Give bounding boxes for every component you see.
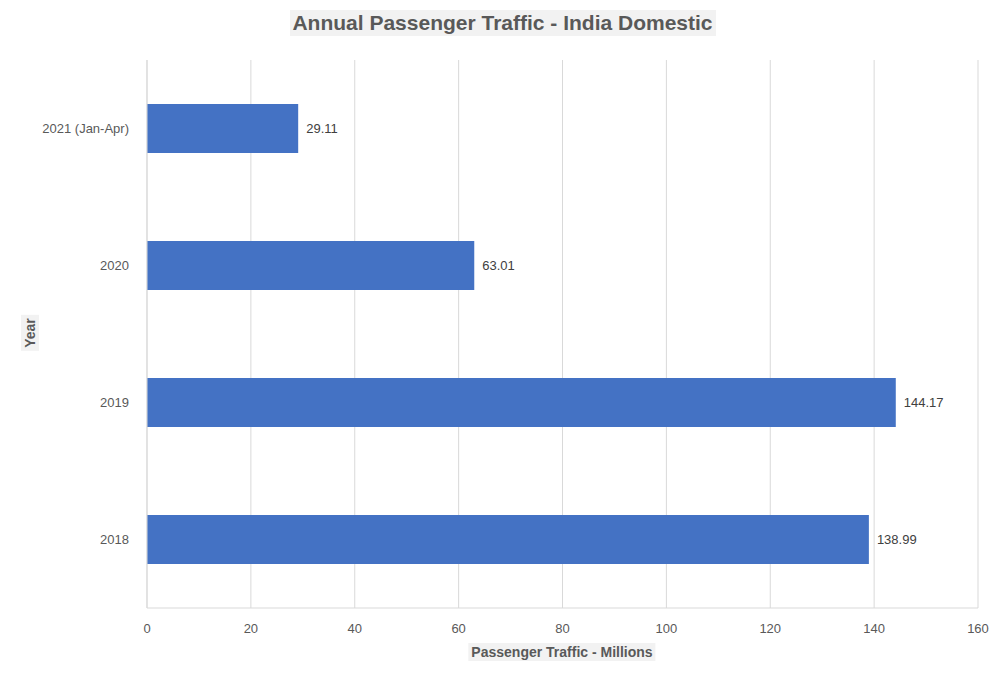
svg-text:20: 20 [244,621,258,636]
svg-text:2021 (Jan-Apr): 2021 (Jan-Apr) [42,121,129,136]
svg-text:120: 120 [759,621,781,636]
svg-text:160: 160 [967,621,989,636]
svg-text:29.11: 29.11 [306,121,338,136]
svg-text:2018: 2018 [100,532,129,547]
svg-text:0: 0 [143,621,150,636]
html-text:Passenger Traffic - Millions: Passenger Traffic - Millions [471,644,653,660]
html-text:Year: Year [22,318,38,348]
svg-text:2020: 2020 [100,258,129,273]
svg-text:100: 100 [656,621,678,636]
html-text:Annual Passenger Traffic - Ind: Annual Passenger Traffic - India Domesti… [292,11,713,34]
svg-text:63.01: 63.01 [482,258,515,273]
svg-text:138.99: 138.99 [877,532,917,547]
svg-text:144.17: 144.17 [904,395,944,410]
svg-text:140: 140 [863,621,885,636]
svg-text:60: 60 [451,621,465,636]
svg-text:40: 40 [348,621,362,636]
svg-text:80: 80 [555,621,569,636]
svg-text:2019: 2019 [100,395,129,410]
